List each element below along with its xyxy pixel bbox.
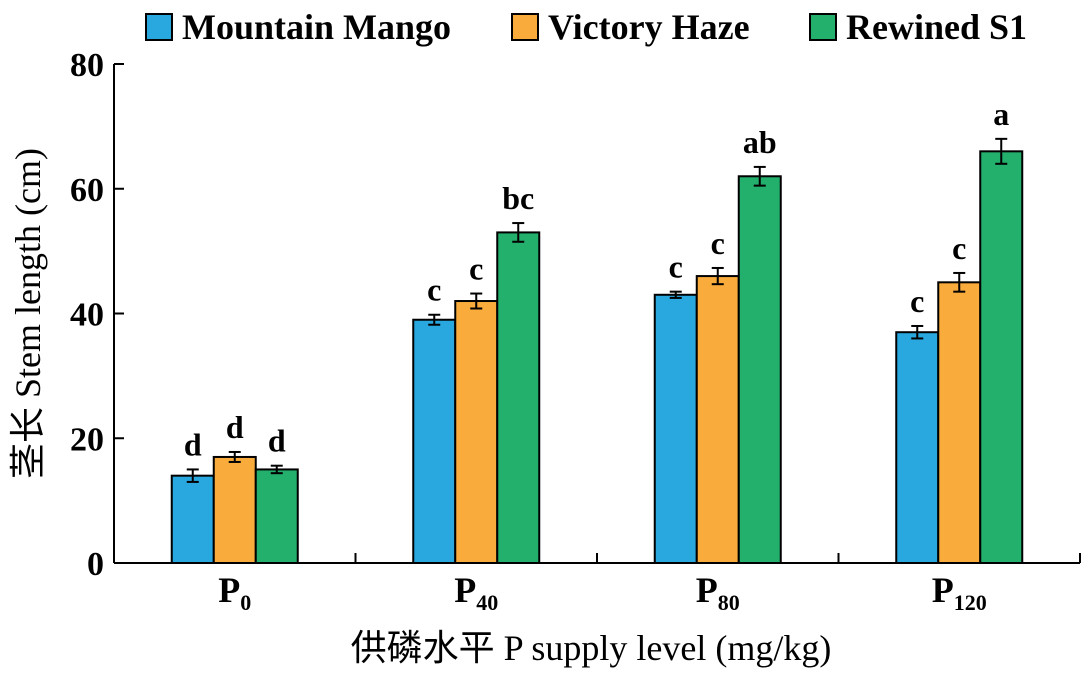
- legend-label: Victory Haze: [548, 7, 750, 47]
- bar: [254, 468, 299, 564]
- y-tick-label: 0: [87, 546, 104, 583]
- significance-label: ab: [743, 124, 777, 160]
- legend-label: Mountain Mango: [182, 7, 451, 47]
- x-tick-label: P0: [218, 570, 251, 615]
- significance-label: c: [669, 249, 683, 285]
- x-tick-label: P40: [454, 570, 498, 615]
- significance-label: c: [711, 225, 725, 261]
- significance-label: c: [427, 272, 441, 308]
- bar: [170, 474, 215, 564]
- y-tick-label: 20: [70, 421, 104, 458]
- y-tick-label: 40: [70, 297, 104, 334]
- bar: [937, 281, 982, 564]
- bar: [695, 275, 740, 564]
- bar: [653, 293, 698, 564]
- legend-swatch: [809, 13, 837, 41]
- significance-label: bc: [502, 180, 534, 216]
- bar: [412, 318, 457, 564]
- significance-label: c: [952, 230, 966, 266]
- significance-label: a: [993, 96, 1009, 132]
- significance-label: c: [910, 283, 924, 319]
- x-axis-title: 供磷水平 P supply level (mg/kg): [351, 628, 832, 668]
- y-tick-label: 60: [70, 172, 104, 209]
- bar: [737, 175, 782, 564]
- legend-swatch: [511, 13, 539, 41]
- x-tick-label: P120: [932, 570, 987, 615]
- y-axis-title: 茎长 Stem length (cm): [8, 148, 48, 479]
- bar: [454, 300, 499, 564]
- bar: [979, 150, 1024, 564]
- x-tick-label: P80: [696, 570, 740, 615]
- legend: Mountain Mango Victory Haze Rewined S1: [145, 7, 1027, 47]
- significance-label: c: [469, 251, 483, 287]
- bar: [212, 455, 257, 564]
- bar: [496, 231, 541, 564]
- legend-swatch: [145, 13, 173, 41]
- significance-label: d: [268, 423, 286, 459]
- y-tick-label: 80: [70, 47, 104, 84]
- significance-label: d: [226, 409, 244, 445]
- axes: 0 20 40 60 80 P0 P40 P80 P120: [70, 47, 1081, 615]
- significance-label: d: [184, 426, 202, 462]
- legend-label: Rewined S1: [846, 7, 1027, 47]
- bar: [895, 331, 940, 564]
